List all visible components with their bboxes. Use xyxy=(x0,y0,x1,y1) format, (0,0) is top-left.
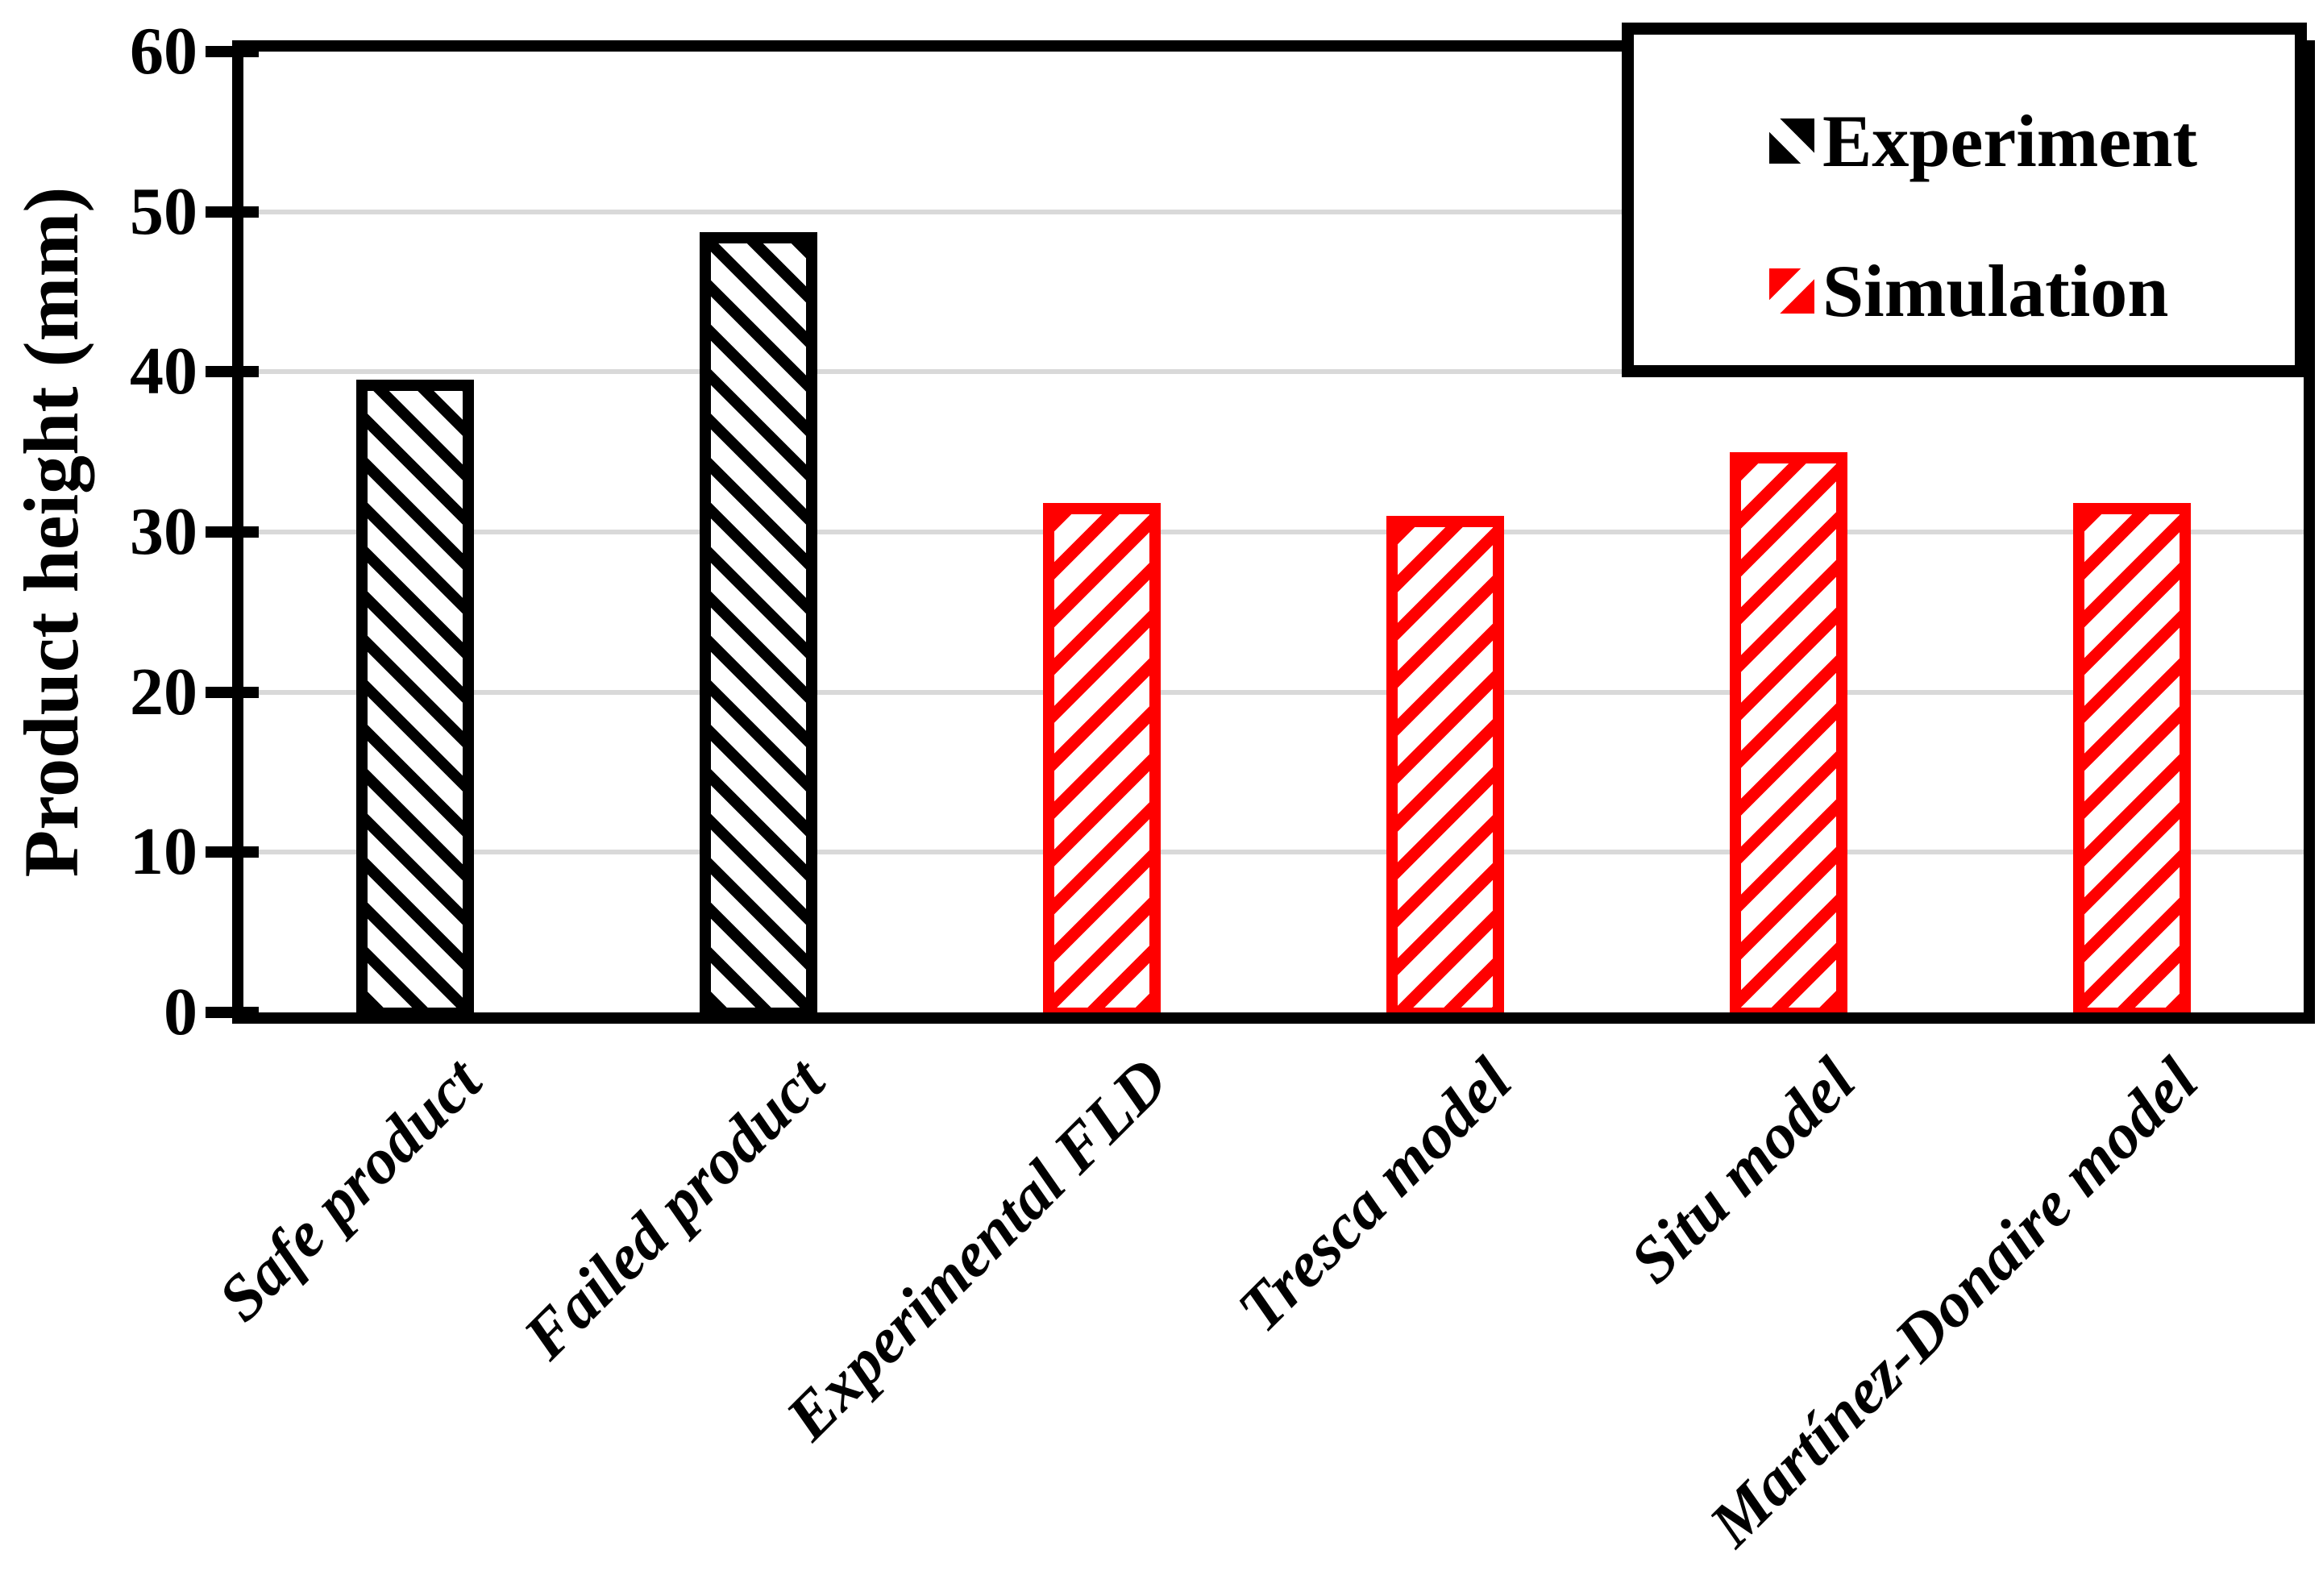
legend-item-experiment: Experiment xyxy=(1769,101,2197,181)
x-axis-label-failed-product: Failed product xyxy=(510,1045,838,1373)
x-axis-label-safe-product: Safe product xyxy=(205,1045,495,1335)
x-axis-label-experimental-fld: Experimental FLD xyxy=(772,1045,1182,1454)
y-tick-10 xyxy=(206,846,259,858)
gridline-50 xyxy=(243,209,2304,214)
experiment-swatch-icon xyxy=(1769,118,1814,164)
y-tick-label-50: 50 xyxy=(130,173,197,249)
legend-box: Experiment Simulation xyxy=(1622,23,2307,377)
y-tick-label-30: 30 xyxy=(130,494,197,569)
y-tick-label-10: 10 xyxy=(130,814,197,890)
y-tick-40 xyxy=(206,366,259,378)
x-axis-label-tresca-model: Tresca model xyxy=(1224,1045,1525,1346)
y-tick-30 xyxy=(206,526,259,538)
y-tick-60 xyxy=(206,46,259,57)
y-tick-20 xyxy=(206,686,259,698)
legend-item-simulation: Simulation xyxy=(1769,251,2168,331)
gridline-30 xyxy=(243,530,2304,534)
x-axis-label-situ-model: Situ model xyxy=(1616,1045,1868,1297)
y-tick-0 xyxy=(206,1007,259,1018)
bar-experimental-fld xyxy=(1043,503,1161,1019)
gridline-40 xyxy=(243,369,2304,375)
legend-label-simulation: Simulation xyxy=(1822,250,2169,332)
bar-tresca-model xyxy=(1386,516,1504,1019)
gridline-10 xyxy=(243,850,2304,855)
y-tick-label-0: 0 xyxy=(164,975,197,1049)
gridline-20 xyxy=(243,689,2304,695)
y-tick-50 xyxy=(206,206,259,218)
bar-situ-model xyxy=(1730,451,1847,1019)
bar-mart-nez-donaire-model xyxy=(2073,503,2191,1019)
y-tick-label-60: 60 xyxy=(130,14,197,89)
simulation-swatch-icon xyxy=(1769,268,1814,314)
bar-safe-product xyxy=(356,380,474,1019)
y-tick-label-40: 40 xyxy=(130,334,197,409)
legend-label-experiment: Experiment xyxy=(1822,100,2198,182)
y-tick-label-20: 20 xyxy=(130,654,197,729)
